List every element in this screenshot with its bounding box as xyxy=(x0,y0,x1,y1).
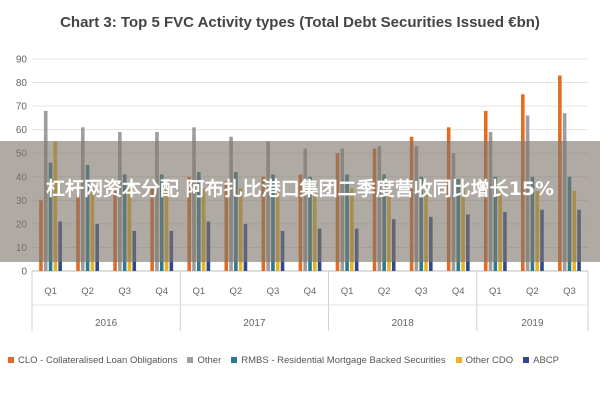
x-tick-label: Q2 xyxy=(378,286,391,297)
x-tick-label: Q2 xyxy=(230,286,243,297)
x-group-label: 2019 xyxy=(521,318,544,329)
legend-swatch xyxy=(455,357,462,363)
x-tick-label: Q3 xyxy=(118,286,131,297)
legend-item-rmbs: RMBS - Residential Mortgage Backed Secur… xyxy=(231,354,446,366)
y-tick-label: 0 xyxy=(21,267,27,278)
x-tick-label: Q3 xyxy=(267,286,280,297)
legend-label: CLO - Collateralised Loan Obligations xyxy=(18,354,178,366)
x-tick-label: Q2 xyxy=(81,286,94,297)
y-tick-label: 80 xyxy=(16,78,28,89)
x-tick-label: Q3 xyxy=(415,286,428,297)
x-group-label: 2016 xyxy=(95,318,118,329)
x-tick-label: Q1 xyxy=(341,286,354,297)
y-tick-label: 70 xyxy=(16,102,28,113)
legend: CLO - Collateralised Loan Obligations Ot… xyxy=(8,352,598,368)
x-tick-label: Q1 xyxy=(489,286,502,297)
x-tick-label: Q3 xyxy=(563,286,576,297)
legend-swatch xyxy=(523,357,530,363)
y-tick-label: 60 xyxy=(16,125,28,136)
x-tick-label: Q1 xyxy=(192,286,205,297)
x-group-label: 2018 xyxy=(392,318,415,329)
overlay-banner xyxy=(0,141,600,262)
legend-label: RMBS - Residential Mortgage Backed Secur… xyxy=(241,354,446,366)
y-tick-label: 90 xyxy=(16,55,28,66)
legend-item-other-cdo: Other CDO xyxy=(455,354,514,366)
legend-swatch xyxy=(8,357,14,363)
x-tick-label: Q1 xyxy=(44,286,57,297)
x-tick-label: Q4 xyxy=(155,286,168,297)
legend-swatch xyxy=(231,357,238,363)
x-tick-label: Q4 xyxy=(452,286,465,297)
legend-item-other: Other xyxy=(187,355,221,366)
overlay-headline: 杠杆网资本分配 阿布扎比港口集团二季度营收同比增长15% xyxy=(45,178,555,200)
x-tick-label: Q4 xyxy=(304,286,317,297)
chart-title: Chart 3: Top 5 FVC Activity types (Total… xyxy=(60,14,540,31)
legend-item-abcp: ABCP xyxy=(523,355,559,366)
legend-item-clo: CLO - Collateralised Loan Obligations xyxy=(8,355,177,366)
legend-label: Other CDO xyxy=(465,354,514,366)
x-group-label: 2017 xyxy=(243,318,266,329)
x-tick-label: Q2 xyxy=(526,286,539,297)
legend-swatch xyxy=(187,357,194,363)
legend-label: ABCP xyxy=(533,354,559,366)
legend-label: Other xyxy=(197,354,222,366)
